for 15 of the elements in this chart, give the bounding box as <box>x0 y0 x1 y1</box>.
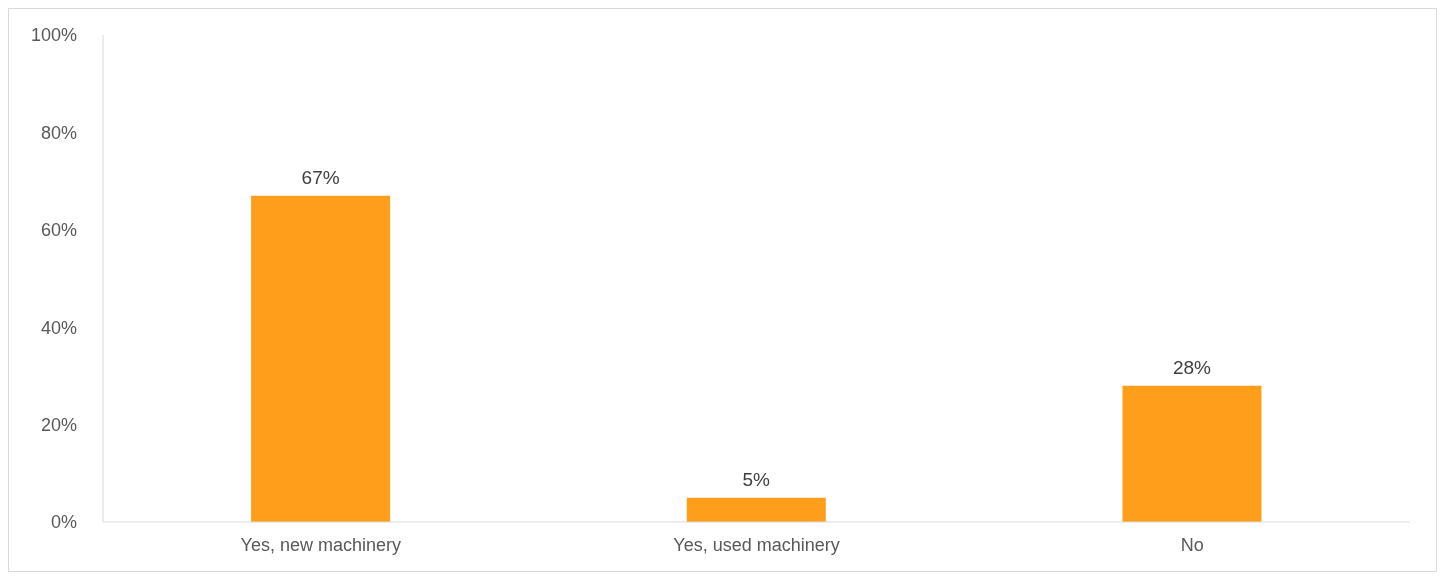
data-label: 5% <box>742 468 771 490</box>
x-tick-label: Yes, new machinery <box>240 534 402 555</box>
y-tick-label: 80% <box>40 122 77 143</box>
x-tick-label: Yes, used machinery <box>673 534 840 555</box>
bar <box>251 195 391 522</box>
data-label: 28% <box>1172 356 1212 378</box>
data-label: 67% <box>301 166 340 188</box>
y-tick-label: 40% <box>40 317 77 338</box>
y-tick-label: 0% <box>50 512 77 533</box>
y-tick-label: 60% <box>40 220 77 241</box>
bar <box>686 497 826 522</box>
x-tick-label: No <box>1180 534 1204 555</box>
y-tick-label: 20% <box>40 414 77 435</box>
y-tick-label: 100% <box>30 25 77 46</box>
bar <box>1122 385 1262 522</box>
